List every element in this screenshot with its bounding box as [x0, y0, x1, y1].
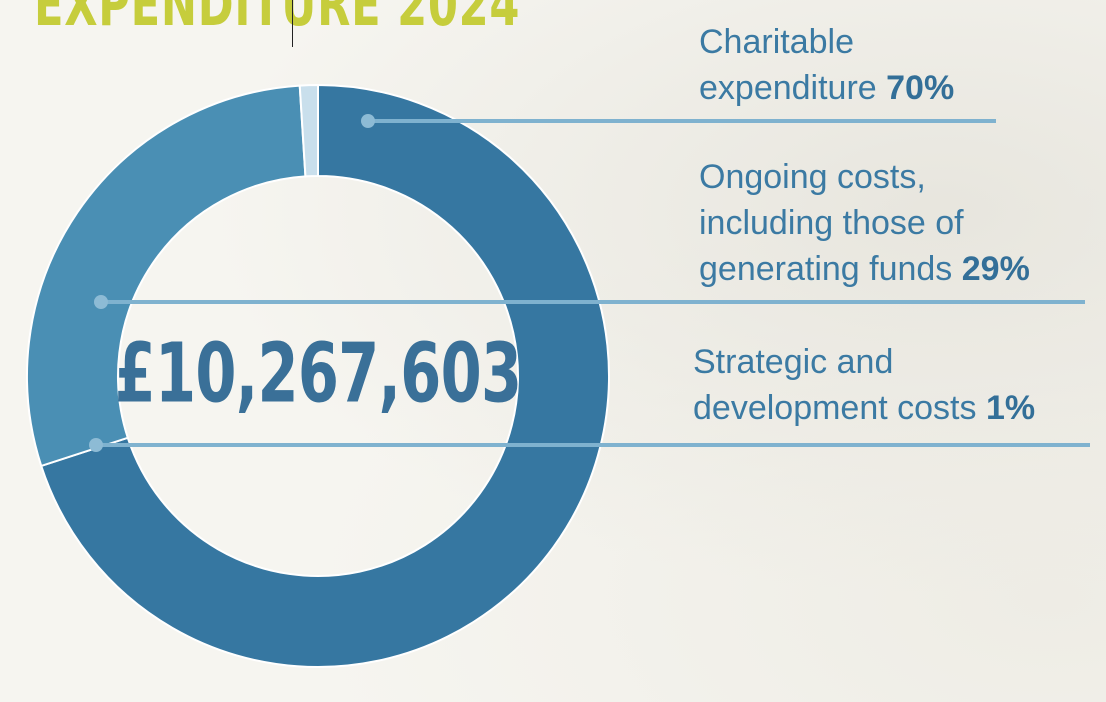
label-line: Ongoing costs,: [699, 158, 926, 196]
slice-ongoing-costs: [26, 84, 307, 468]
slice-charitable-expenditure: [39, 83, 610, 668]
chart-title: EXPENDITURE 2024: [34, 0, 521, 40]
donut-slices: [26, 83, 610, 668]
label-charitable-expenditure: Charitable expenditure 70%: [699, 19, 954, 111]
label-ongoing-costs: Ongoing costs, including those of genera…: [699, 154, 1030, 292]
leader-dot: [94, 295, 108, 309]
slice-strategic-development: [298, 83, 319, 178]
label-strategic-development: Strategic and development costs 1%: [693, 339, 1035, 431]
center-total-label: £10,267,603: [114, 326, 522, 422]
label-line: development costs: [693, 389, 986, 427]
label-line: generating funds: [699, 250, 962, 288]
label-percent: 29%: [961, 250, 1030, 288]
label-line: Strategic and: [693, 343, 894, 381]
leader-dot: [361, 114, 375, 128]
leader-lines: [89, 114, 1090, 452]
label-percent: 1%: [985, 389, 1036, 427]
leader-dot: [89, 438, 103, 452]
label-line: Charitable: [699, 23, 854, 61]
label-line: including those of: [699, 204, 964, 242]
label-line: expenditure: [699, 69, 887, 107]
label-percent: 70%: [886, 69, 955, 107]
text-cursor: [292, 0, 293, 47]
